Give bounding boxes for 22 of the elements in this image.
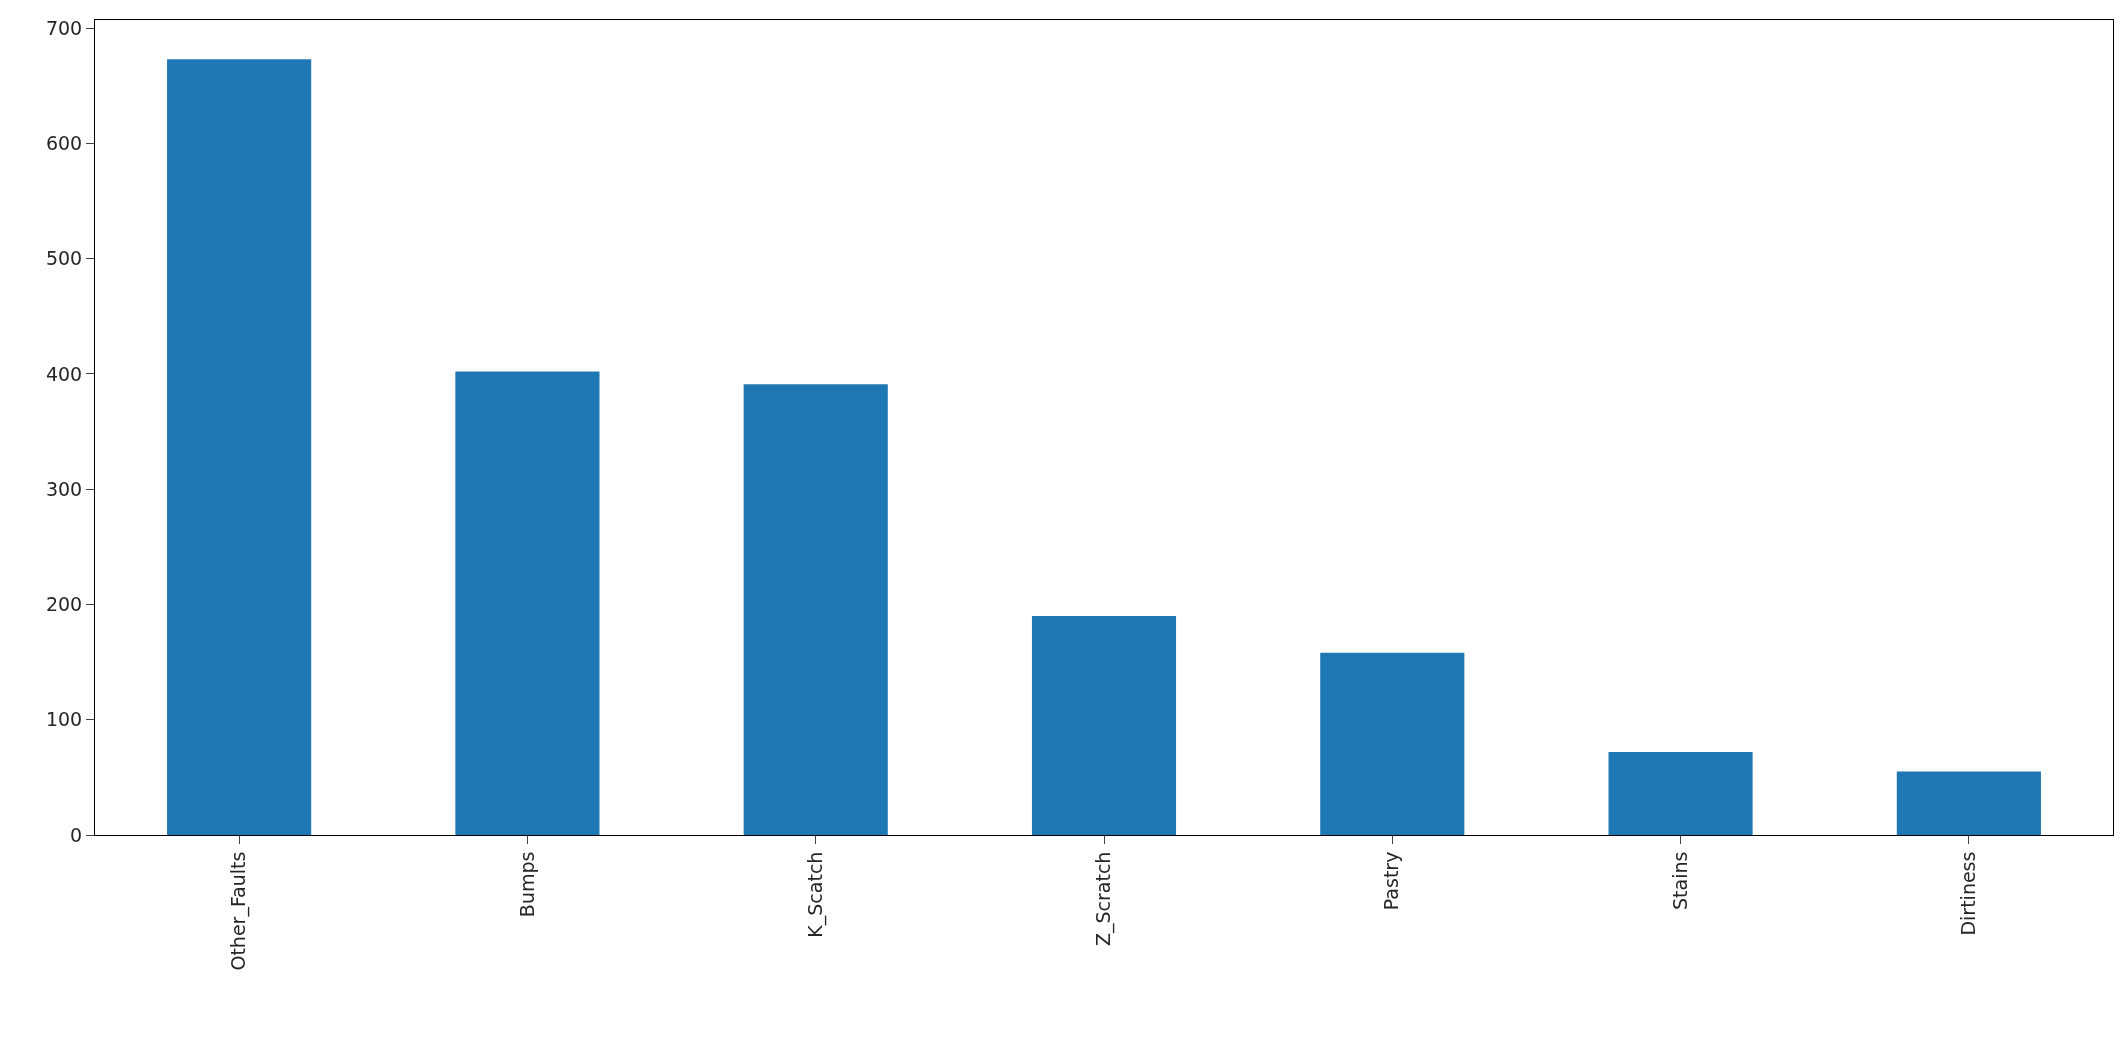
bar <box>455 371 600 835</box>
x-tick-label: Pastry <box>1380 851 1403 911</box>
x-tick-label: Bumps <box>515 851 538 918</box>
y-tick-label: 300 <box>45 477 83 500</box>
y-tick-label: 400 <box>45 362 83 385</box>
y-tick-label: 0 <box>70 823 83 846</box>
x-tick-label: Dirtiness <box>1957 851 1980 936</box>
y-tick-label: 600 <box>45 132 83 154</box>
y-tick-label: 700 <box>45 16 83 39</box>
bar <box>1320 652 1465 835</box>
bar <box>1031 615 1177 835</box>
x-tick-label: K_Scatch <box>803 851 827 938</box>
bar <box>1608 752 1753 835</box>
y-tick-label: 500 <box>45 247 83 270</box>
x-tick-label: Z_Scratch <box>1092 851 1116 947</box>
bar <box>167 59 312 835</box>
x-tick-label: Stains <box>1668 851 1691 910</box>
y-tick-label: 200 <box>45 593 83 616</box>
bar <box>1896 771 2041 835</box>
x-tick-label: Other_Faults <box>227 851 251 971</box>
bar <box>743 384 888 835</box>
y-tick-label: 100 <box>45 708 83 731</box>
